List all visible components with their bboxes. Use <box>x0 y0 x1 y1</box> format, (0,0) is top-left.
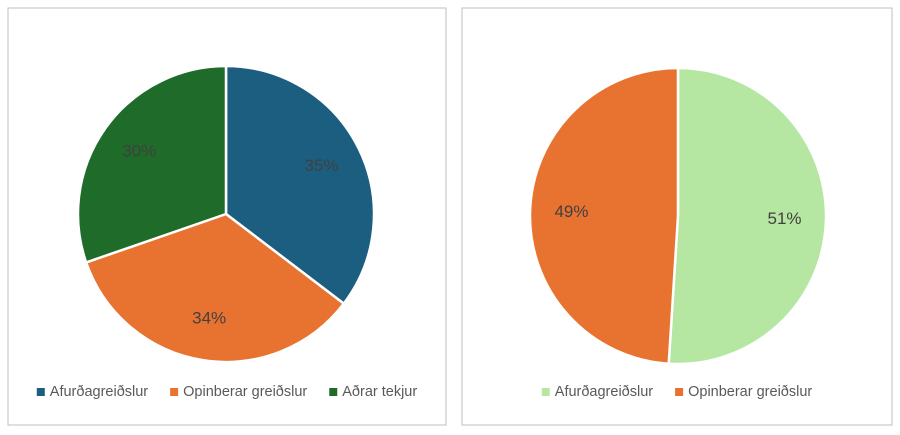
legend: Afurðagreiðslur Opinberar greiðslur Aðrar … <box>36 384 417 400</box>
legend-label: Opinberar greiðslur <box>688 384 812 400</box>
legend-label: Aðrar tekjur <box>342 384 417 400</box>
data-label: 35% <box>304 156 338 175</box>
data-label: 49% <box>554 202 588 221</box>
pie-slice <box>528 66 680 366</box>
legend-label: Afurðagreiðslur <box>555 384 653 400</box>
pie-slice <box>667 66 828 366</box>
legend-label: Opinberar greiðslur <box>183 384 307 400</box>
legend: Afurðagreiðslur Opinberar greiðslur <box>541 384 812 400</box>
data-label: 51% <box>767 209 801 228</box>
legend-marker <box>329 388 338 396</box>
pie-slice <box>76 64 228 264</box>
data-label: 34% <box>192 309 226 328</box>
chart-panel: 35% 34% 30% Afurðagreiðslur Opinberar greiðs… <box>7 7 447 426</box>
legend-marker <box>541 388 550 396</box>
legend-marker <box>675 388 684 396</box>
chart-panel: 51% 49% Afurðagreiðslur Opinberar greiðslur <box>461 7 893 426</box>
legend-marker <box>170 388 179 396</box>
data-label: 30% <box>122 142 156 161</box>
pie-slice <box>224 64 376 306</box>
legend-marker <box>36 388 45 396</box>
legend-label: Afurðagreiðslur <box>50 384 148 400</box>
pie-slice <box>84 212 346 364</box>
